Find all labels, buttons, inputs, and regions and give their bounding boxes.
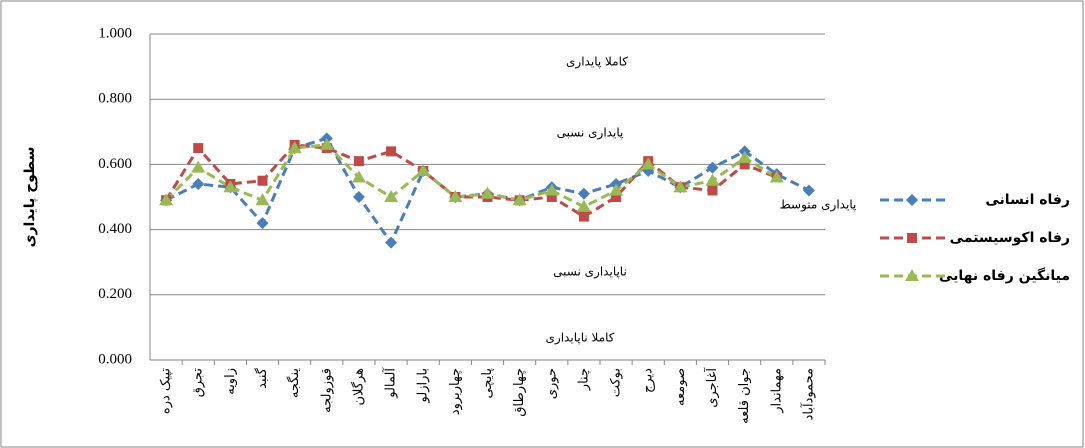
annotation: کاملا پایداری (566, 55, 628, 70)
x-tick-label: قوزولجه (319, 368, 334, 413)
marker (192, 177, 205, 190)
x-tick-label: صومعه (673, 368, 688, 406)
marker (353, 156, 364, 167)
marker (705, 173, 720, 186)
x-tick-label: ینگجه (286, 368, 302, 398)
marker (641, 157, 656, 170)
x-tick-label: بوکت (609, 368, 624, 397)
annotation: ناپایداری نسبی (553, 265, 627, 280)
x-tick-label: مهماندار (769, 368, 784, 414)
marker (707, 185, 718, 196)
marker (706, 161, 719, 174)
marker (673, 180, 688, 193)
marker (546, 192, 557, 202)
marker (223, 180, 238, 193)
annotation: کاملا ناپایداری (546, 331, 615, 346)
legend-marker (907, 233, 917, 243)
marker (512, 193, 527, 206)
y-tick-label: 0.600 (98, 156, 132, 172)
legend-label: میانگین رفاه نهایی (939, 267, 1070, 284)
y-tick-label: 0.800 (98, 91, 132, 107)
x-tick-label: چهاربرود (448, 368, 463, 415)
x-tick-label: چهارطاق (512, 368, 527, 417)
legend-label: رفاه اکوسیستمی (950, 230, 1070, 246)
marker (287, 141, 302, 154)
marker (611, 192, 622, 202)
marker (319, 137, 334, 150)
x-tick-label: زاویه (223, 368, 238, 395)
marker (256, 217, 269, 230)
x-tick-label: حوری (544, 368, 559, 399)
marker (480, 186, 495, 199)
annotation: پایداری متوسط (780, 198, 857, 213)
marker (577, 187, 590, 200)
marker (416, 163, 431, 176)
x-tick-label: تپیک دره (159, 368, 174, 414)
y-axis-label: سطوح پایداری (22, 147, 38, 248)
x-tick-label: آلمالو (382, 367, 399, 399)
marker (352, 191, 365, 203)
x-tick-label: پایچی (480, 368, 495, 399)
marker (578, 211, 589, 222)
x-tick-label: محمودآباد (799, 368, 816, 420)
marker (576, 199, 591, 212)
marker (385, 236, 398, 249)
marker (191, 160, 206, 173)
x-tick-label: گنبد (254, 367, 270, 389)
marker (769, 170, 784, 183)
x-tick-label: جوان قلعه (737, 368, 752, 424)
y-tick-label: 0.000 (98, 351, 132, 367)
marker (159, 193, 174, 206)
marker (257, 175, 268, 186)
marker (739, 159, 750, 170)
marker (255, 193, 270, 206)
x-tick-label: هرگلان (350, 368, 366, 406)
legend-marker (905, 269, 919, 281)
x-tick-label: چنار (576, 368, 591, 391)
marker (609, 183, 624, 196)
y-tick-label: 1.000 (98, 25, 132, 41)
marker (386, 146, 397, 157)
legend-label: رفاه انسانی (985, 192, 1070, 208)
marker (384, 190, 399, 202)
marker (193, 143, 204, 154)
y-tick-label: 0.400 (98, 221, 132, 237)
y-tick-label: 0.200 (98, 286, 132, 302)
legend-marker (906, 194, 918, 206)
x-tick-label: بارازلو (416, 368, 431, 403)
x-tick-label: تجرق (191, 368, 206, 398)
marker (737, 150, 752, 163)
marker (544, 183, 559, 196)
x-tick-label: آغاجری (703, 367, 720, 408)
marker (802, 184, 815, 197)
x-tick-label: دیرج (641, 368, 656, 393)
marker (351, 170, 366, 183)
series-line (165, 143, 778, 209)
marker (448, 190, 463, 202)
annotation: پایداری نسبی (557, 126, 624, 141)
